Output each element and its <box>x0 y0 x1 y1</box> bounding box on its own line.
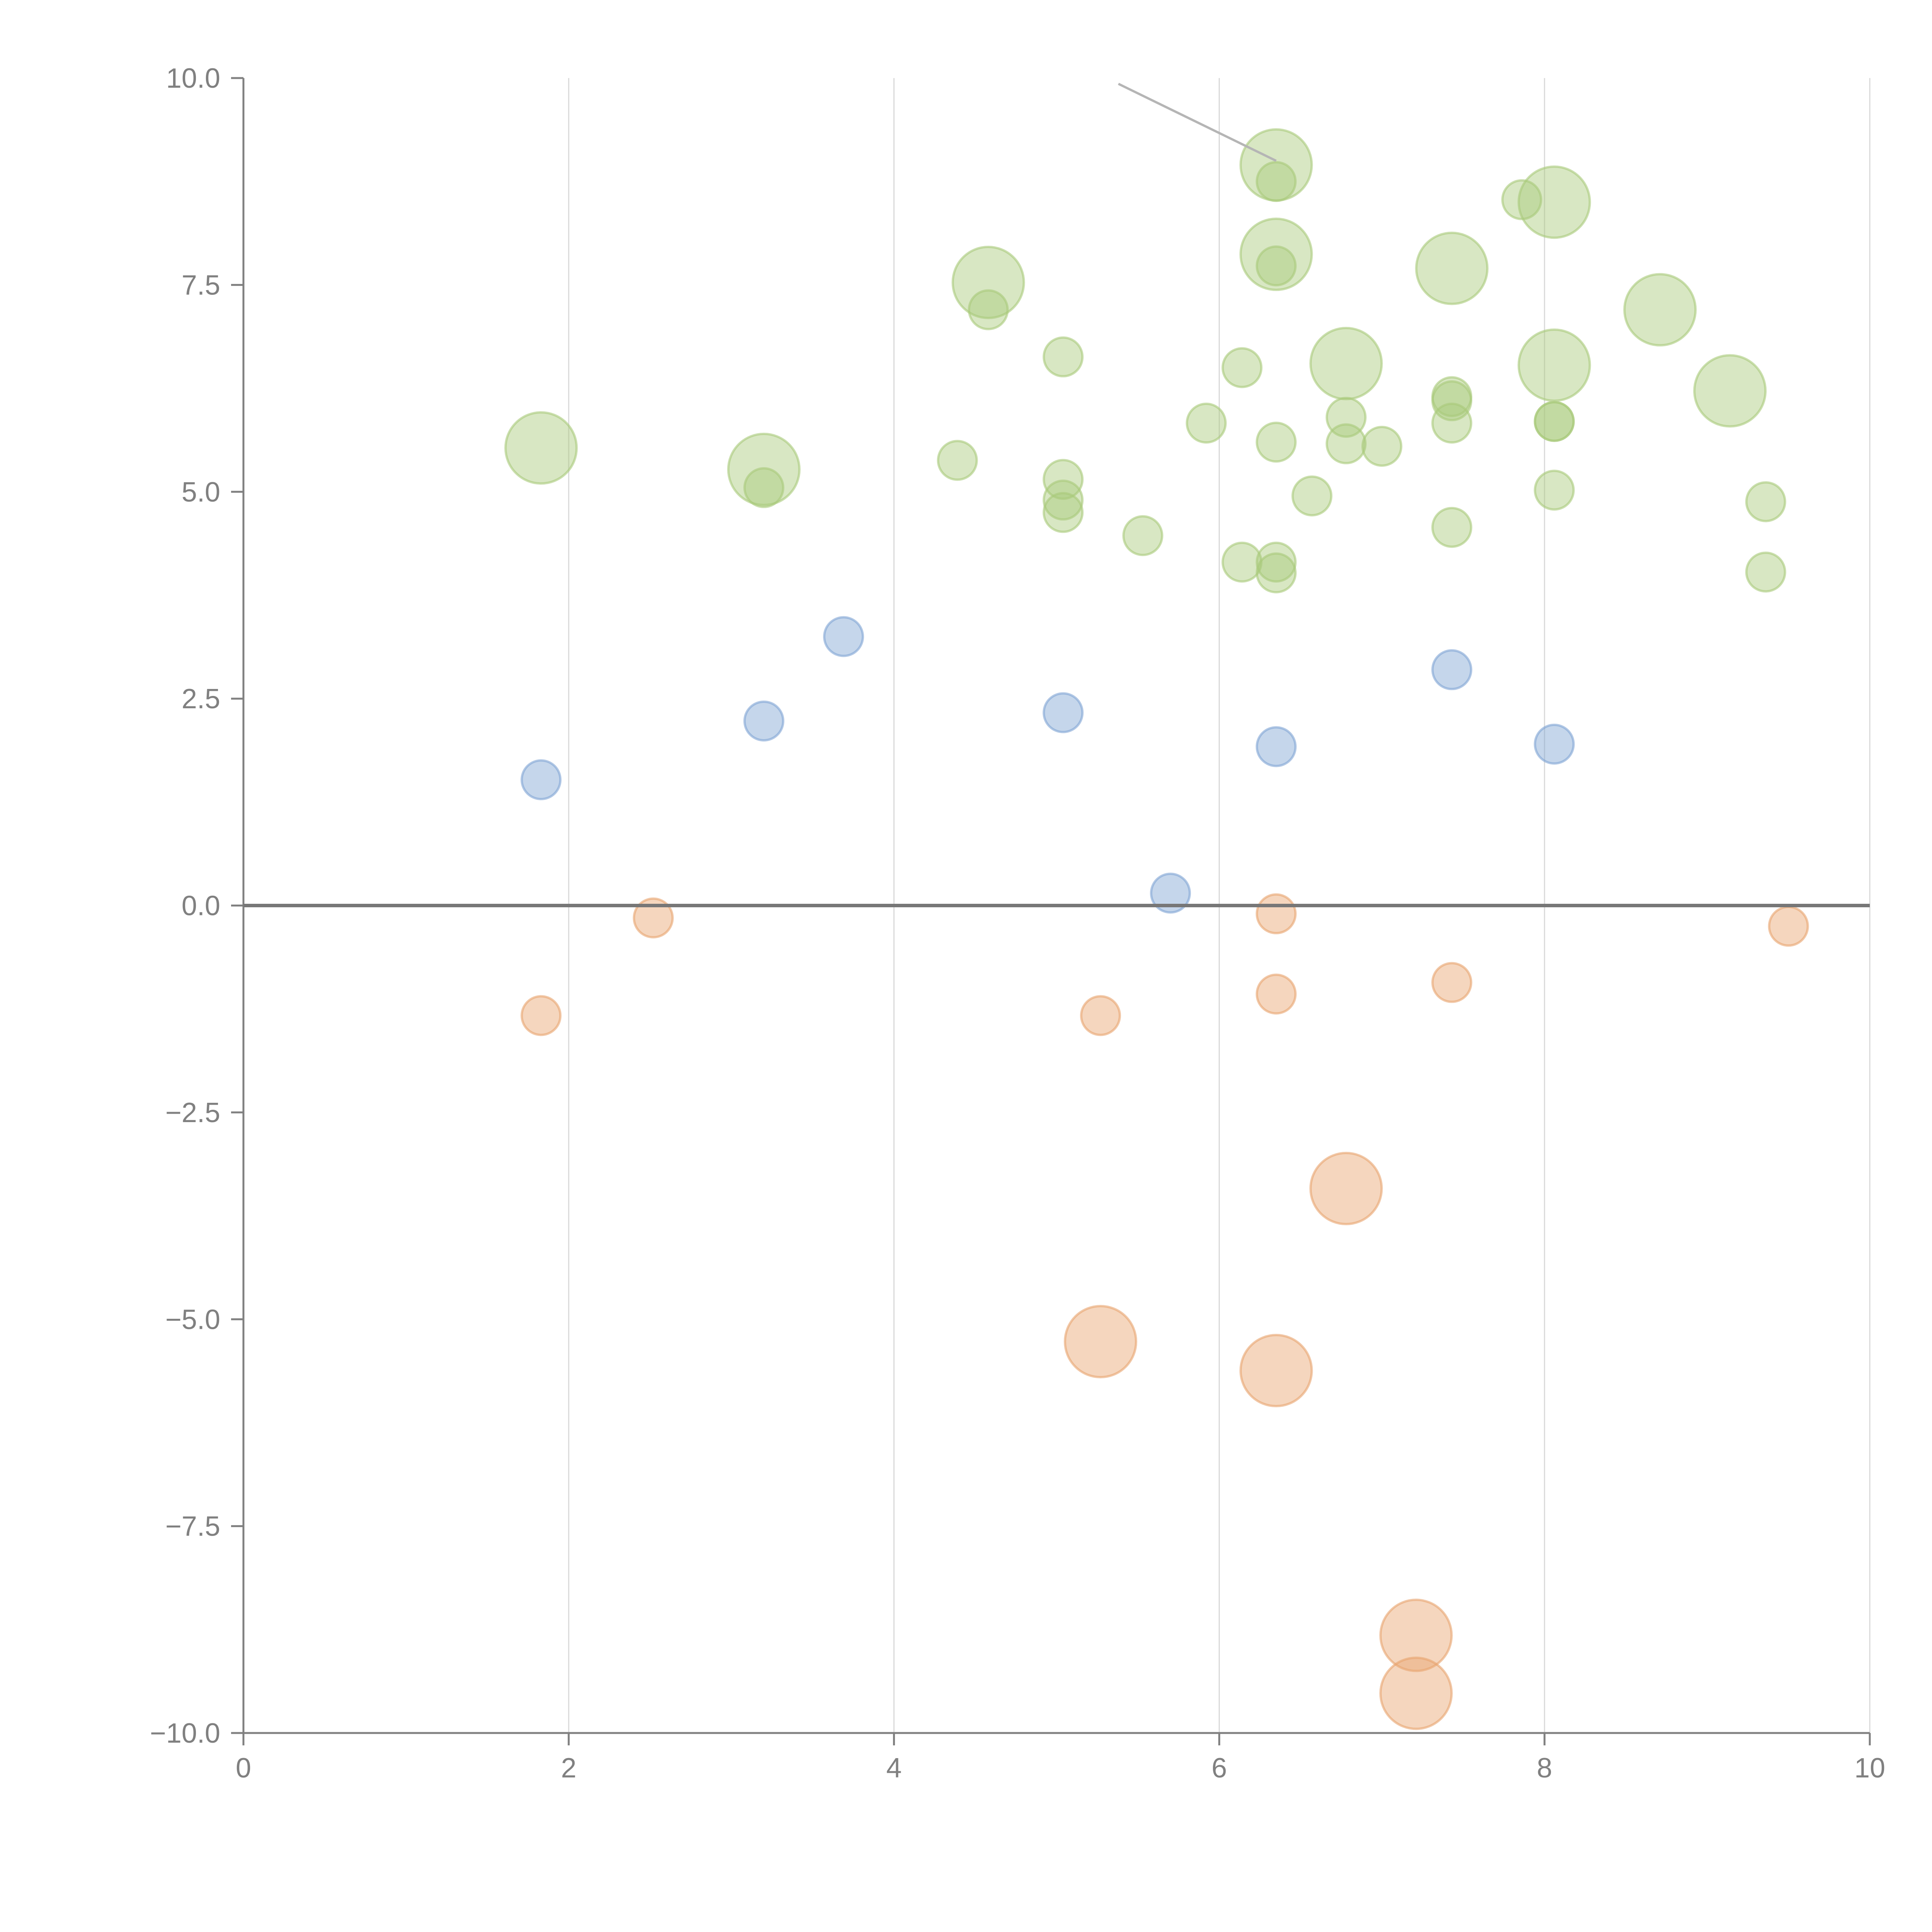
data-point-green <box>1415 231 1489 305</box>
data-point-green <box>1431 507 1473 548</box>
data-point-green <box>1122 515 1163 556</box>
data-point-orange <box>1379 1656 1453 1730</box>
data-points <box>504 128 1809 1730</box>
y-tick-label: 5.0 <box>182 477 220 508</box>
y-axis-ticks: 10.0 7.5 5.0 2.5 0.0 −2.5 −5.0 −7.5 −10.0 <box>150 63 243 1749</box>
data-point-green <box>1517 328 1591 402</box>
y-tick-label: 2.5 <box>182 684 220 714</box>
x-tick-label: 2 <box>561 1753 577 1784</box>
data-point-orange <box>1431 962 1473 1003</box>
data-point-green <box>1255 422 1297 463</box>
data-point-green <box>1043 336 1084 378</box>
data-point-blue <box>1255 726 1297 767</box>
y-tick-label: −2.5 <box>165 1097 220 1128</box>
data-point-orange <box>1255 973 1297 1015</box>
data-point-green <box>1745 481 1786 522</box>
data-point-orange <box>1064 1305 1138 1379</box>
data-point-green <box>1255 552 1297 594</box>
data-point-green <box>1517 165 1591 239</box>
data-point-blue <box>520 759 562 800</box>
data-point-green <box>1361 425 1403 467</box>
data-point-green <box>1745 551 1786 593</box>
annotation-layer <box>1118 83 1277 162</box>
data-point-green <box>1291 475 1333 517</box>
x-tick-label: 0 <box>236 1753 251 1784</box>
data-point-green <box>504 411 578 485</box>
data-point-green <box>1255 541 1297 583</box>
data-point-orange <box>1239 1334 1313 1408</box>
data-point-green <box>1255 245 1297 287</box>
data-point-blue <box>1043 692 1084 733</box>
data-point-green <box>1221 541 1263 583</box>
data-point-green <box>1043 480 1084 521</box>
y-tick-label: −5.0 <box>165 1304 220 1335</box>
data-point-green <box>1623 273 1697 347</box>
y-tick-label: 7.5 <box>182 270 220 301</box>
data-point-blue <box>1534 723 1575 765</box>
data-point-blue <box>1431 649 1473 690</box>
data-point-orange <box>1309 1151 1383 1225</box>
data-point-green <box>1534 401 1575 442</box>
data-point-green <box>1255 161 1297 202</box>
data-point-green <box>1043 459 1084 500</box>
data-point-green <box>1309 327 1383 400</box>
data-point-blue <box>823 616 864 657</box>
y-tick-label: 10.0 <box>166 63 220 94</box>
data-point-green <box>1043 492 1084 533</box>
y-tick-label: −7.5 <box>165 1511 220 1542</box>
data-point-blue <box>1150 872 1191 914</box>
x-tick-label: 4 <box>886 1753 902 1784</box>
data-point-orange <box>633 897 674 939</box>
data-point-green <box>937 440 978 481</box>
annotation-line <box>1118 83 1277 162</box>
x-tick-label: 6 <box>1211 1753 1227 1784</box>
axes <box>242 78 1870 1734</box>
data-point-green <box>1221 347 1263 388</box>
data-point-blue <box>743 700 784 742</box>
data-point-orange <box>520 995 562 1036</box>
data-point-green <box>1431 403 1473 444</box>
x-axis-ticks: 0 2 4 6 8 10 <box>236 1733 1885 1784</box>
data-point-green <box>1534 469 1575 511</box>
y-tick-label: −10.0 <box>150 1718 220 1749</box>
data-point-orange <box>1379 1599 1453 1672</box>
data-point-green <box>1693 354 1767 428</box>
data-point-green <box>968 289 1009 330</box>
data-point-orange <box>1768 906 1809 947</box>
data-point-orange <box>1255 893 1297 934</box>
data-point-green <box>1185 403 1227 444</box>
data-point-green <box>1325 423 1367 464</box>
data-point-orange <box>1080 995 1121 1036</box>
data-point-green <box>743 467 784 509</box>
x-tick-label: 8 <box>1537 1753 1552 1784</box>
data-point-green <box>1431 380 1473 422</box>
x-tick-label: 10 <box>1854 1753 1885 1784</box>
y-tick-label: 0.0 <box>182 891 220 922</box>
